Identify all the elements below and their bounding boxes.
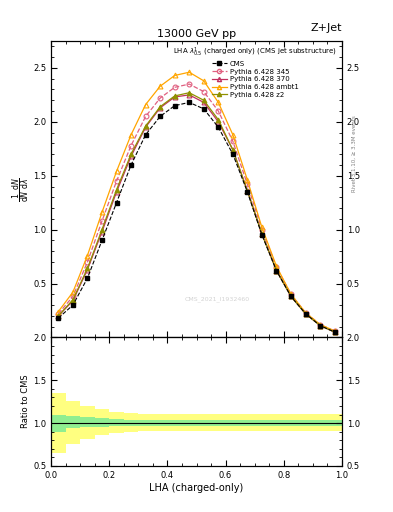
Title: 13000 GeV pp: 13000 GeV pp [157,29,236,39]
Y-axis label: $\frac{1}{\mathrm{d}N}\frac{\mathrm{d}N}{\mathrm{d}\lambda}$: $\frac{1}{\mathrm{d}N}\frac{\mathrm{d}N}… [10,177,32,202]
Text: Z+Jet: Z+Jet [310,23,342,33]
Legend: CMS, Pythia 6.428 345, Pythia 6.428 370, Pythia 6.428 ambt1, Pythia 6.428 z2: CMS, Pythia 6.428 345, Pythia 6.428 370,… [172,45,338,99]
Text: Rivet 3.1.10, ≥ 3.3M events: Rivet 3.1.10, ≥ 3.3M events [352,115,357,192]
X-axis label: LHA (charged-only): LHA (charged-only) [149,482,244,493]
Y-axis label: Ratio to CMS: Ratio to CMS [21,375,30,429]
Text: CMS_2021_I1932460: CMS_2021_I1932460 [184,296,250,302]
